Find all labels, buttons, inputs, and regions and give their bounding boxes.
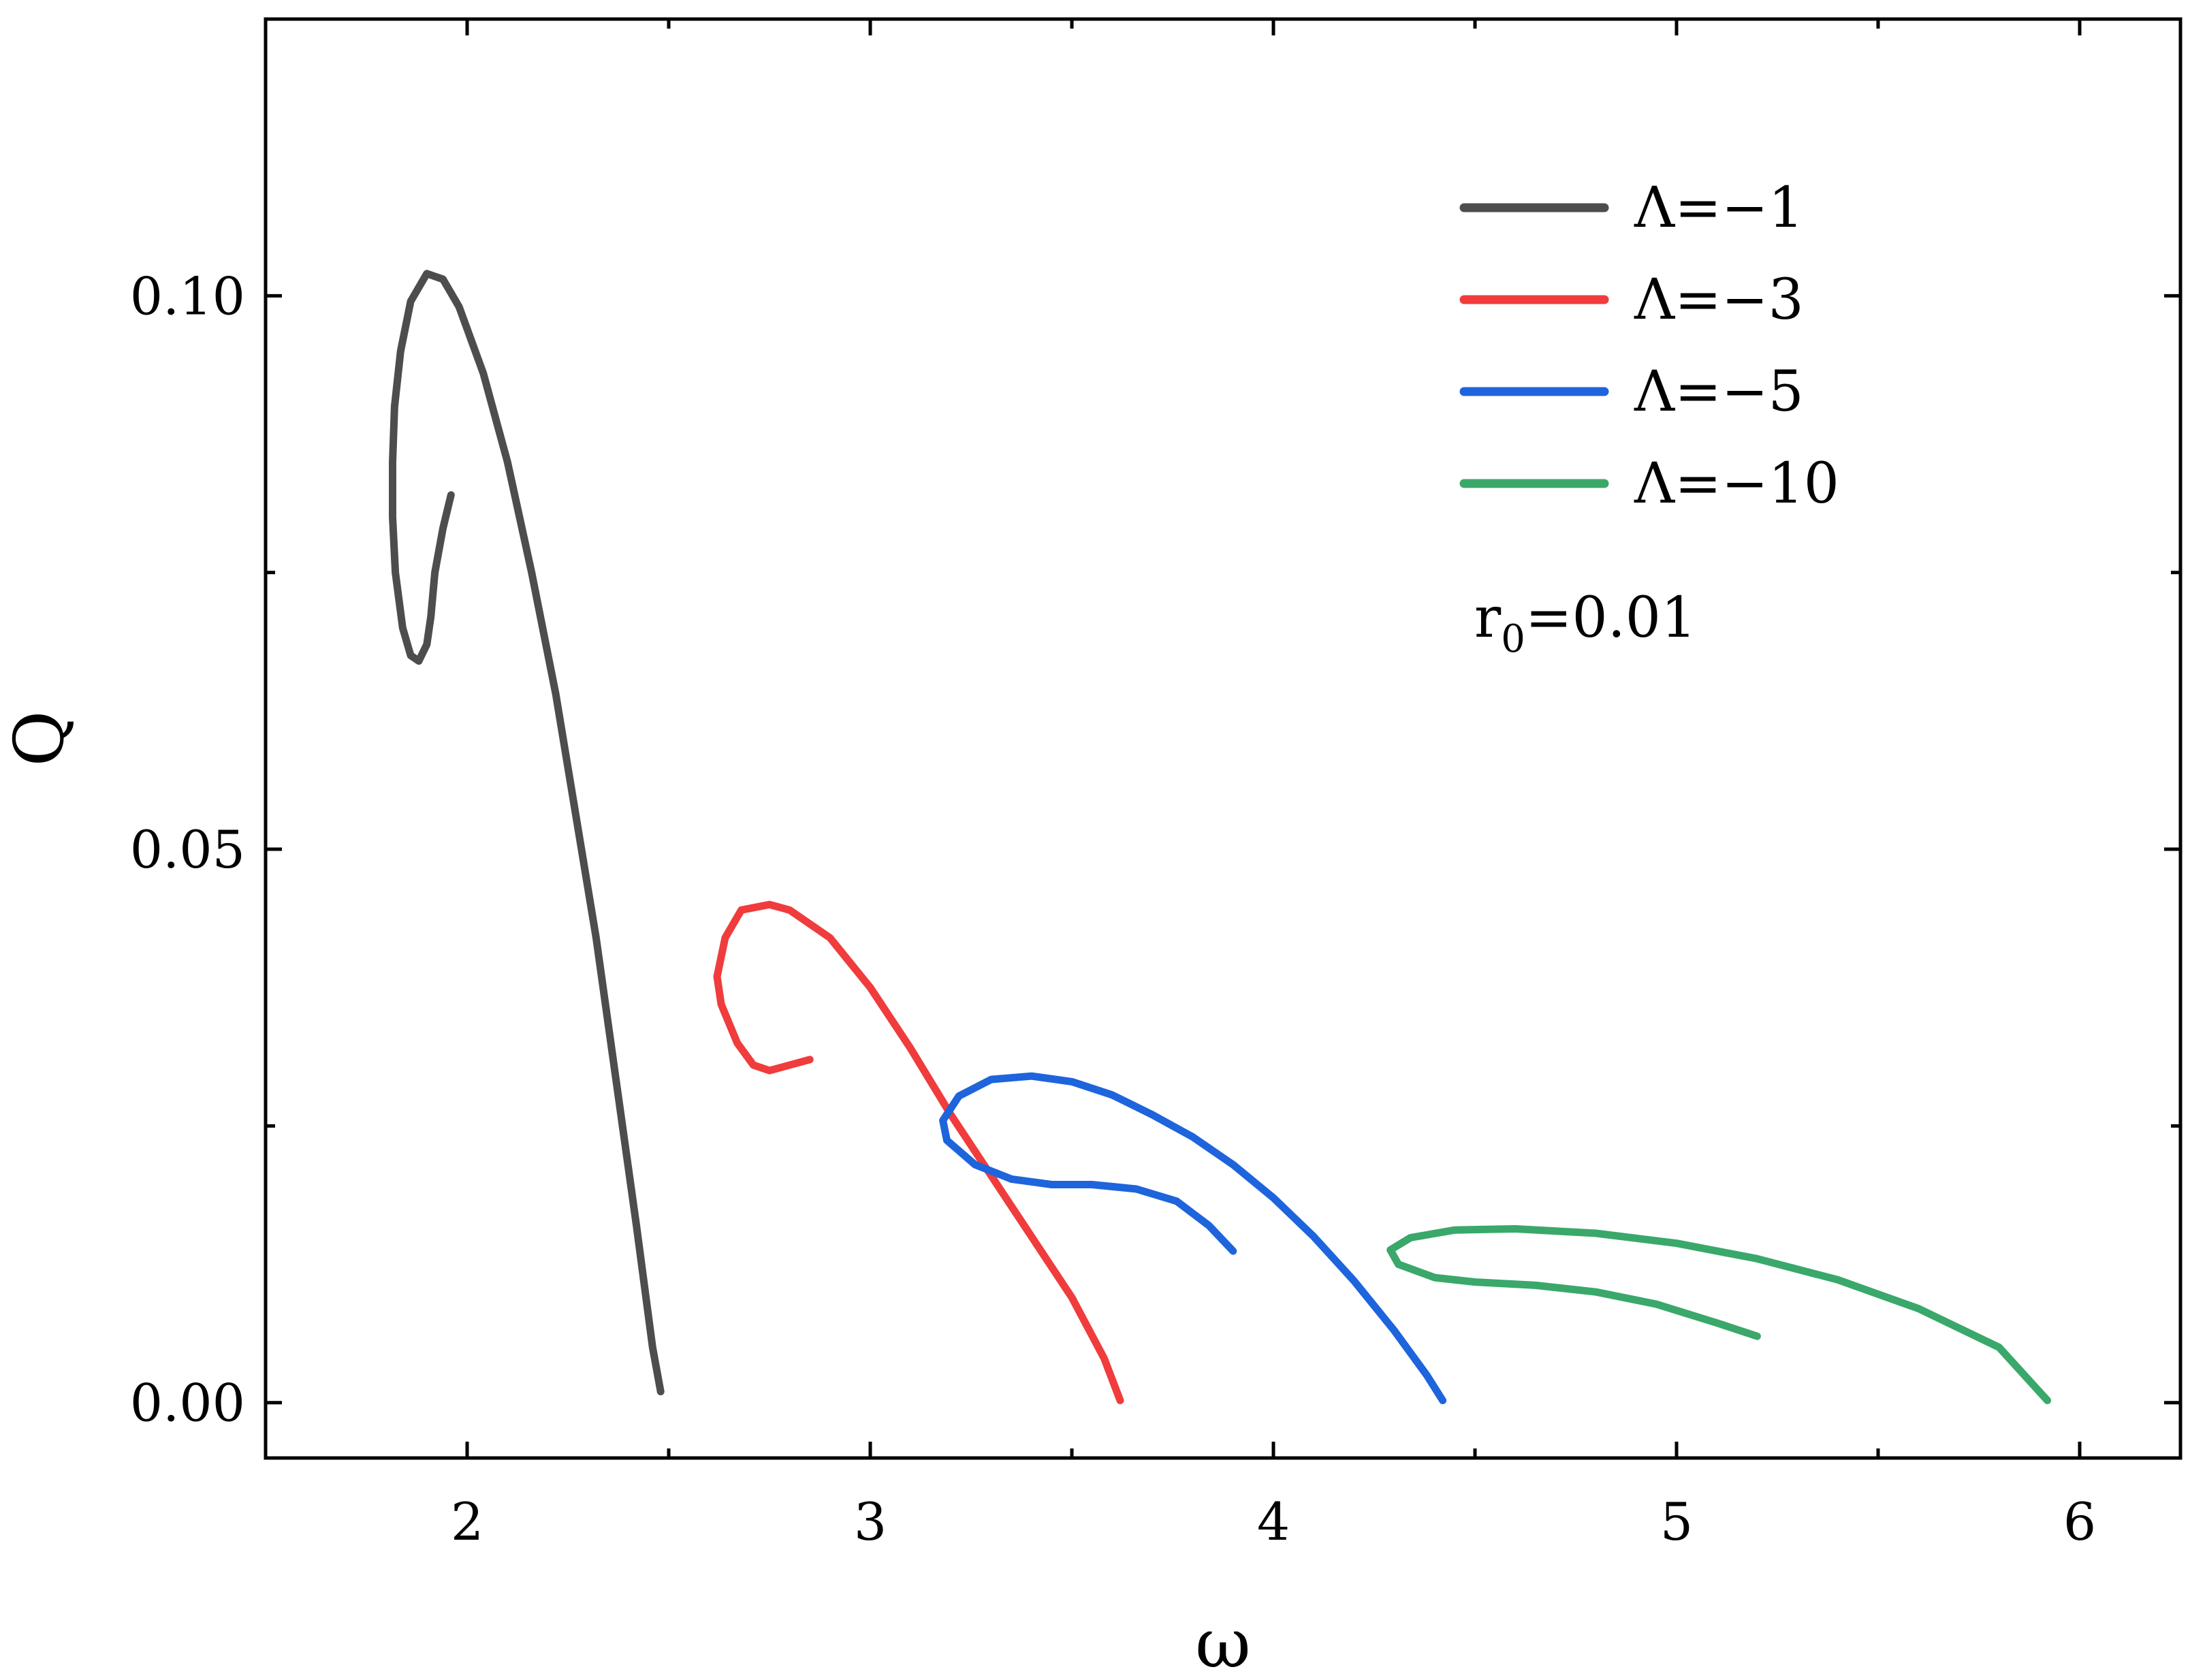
legend-label-1: Λ=−1 bbox=[1634, 176, 1804, 240]
series-line-3 bbox=[939, 1072, 1447, 1404]
x-tick-label: 3 bbox=[854, 1491, 887, 1552]
legend-label-4: Λ=−10 bbox=[1634, 451, 1839, 516]
y-tick-label: 0.10 bbox=[130, 266, 245, 326]
y-tick-label: 0.00 bbox=[130, 1373, 245, 1433]
x-tick-label: 6 bbox=[2063, 1491, 2096, 1552]
legend-label-3: Λ=−5 bbox=[1634, 360, 1804, 424]
r0-annotation-subscript: 0 bbox=[1501, 617, 1525, 661]
plot-frame bbox=[264, 17, 2183, 1460]
series-line-2 bbox=[713, 900, 1124, 1404]
y-axis-title: Q bbox=[0, 711, 79, 767]
x-tick-label: 5 bbox=[1660, 1491, 1693, 1552]
series-line-4 bbox=[1386, 1225, 2052, 1404]
legend-label-2: Λ=−3 bbox=[1634, 268, 1804, 332]
series-layer bbox=[389, 270, 2052, 1404]
series-line-1 bbox=[389, 270, 665, 1395]
r0-annotation-label: r bbox=[1474, 586, 1502, 650]
r0-annotation-value: =0.01 bbox=[1525, 586, 1696, 650]
y-tick-label: 0.05 bbox=[130, 819, 245, 880]
x-tick-label: 2 bbox=[451, 1491, 483, 1552]
r0-annotation: r0=0.01 bbox=[1474, 586, 1696, 661]
tick-layer: 2 3 4 5 6 0.00 0.05 0.10 bbox=[130, 19, 2180, 1552]
x-axis-title: ω bbox=[1195, 1604, 1251, 1677]
x-tick-label: 4 bbox=[1257, 1491, 1290, 1552]
legend: Λ=−1 Λ=−3 Λ=−5 Λ=−10 bbox=[1459, 176, 1839, 516]
